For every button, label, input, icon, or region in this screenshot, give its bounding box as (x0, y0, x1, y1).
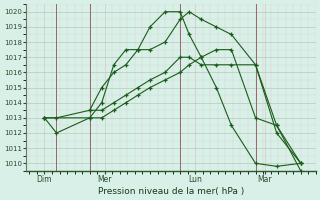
X-axis label: Pression niveau de la mer( hPa ): Pression niveau de la mer( hPa ) (98, 187, 244, 196)
